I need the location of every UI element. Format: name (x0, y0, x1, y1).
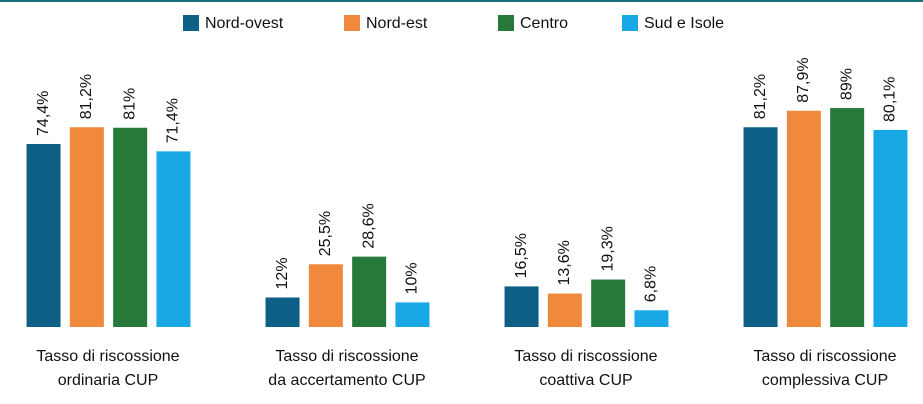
legend-swatch (622, 15, 638, 31)
value-label: 16,5% (513, 233, 530, 278)
bar (547, 293, 582, 327)
value-label: 28,6% (360, 203, 377, 248)
value-label: 80,1% (882, 77, 899, 122)
bar (265, 297, 300, 327)
value-label: 74,4% (35, 91, 52, 136)
bar (113, 127, 148, 328)
value-label: 6,8% (643, 266, 660, 302)
x-tick-label: Tasso di riscossione complessiva CUP (753, 348, 896, 389)
x-tick-label-line: complessiva CUP (762, 372, 888, 389)
value-label: 10% (404, 262, 421, 294)
bar (830, 108, 865, 327)
value-label: 19,3% (599, 226, 616, 271)
legend-label: Centro (520, 15, 568, 32)
bar (352, 256, 387, 327)
x-tick-label: Tasso di riscossione ordinaria CUP (36, 348, 179, 389)
bar (69, 127, 104, 327)
bar (591, 279, 626, 327)
bar (873, 129, 908, 327)
bar (26, 143, 61, 327)
bar (504, 286, 539, 327)
value-label: 25,5% (317, 211, 334, 256)
x-tick-label-line: Tasso di riscossione (753, 348, 896, 365)
x-tick-label-line: ordinaria CUP (58, 372, 158, 389)
x-tick-label-line: Tasso di riscossione (36, 348, 179, 365)
legend-label: Nord-ovest (205, 15, 284, 32)
value-label: 12% (274, 257, 291, 289)
value-label: 71,4% (165, 98, 182, 143)
value-label: 81,2% (78, 74, 95, 119)
bar (634, 310, 669, 327)
legend-label: Sud e Isole (644, 15, 724, 32)
legend-swatch (498, 15, 514, 31)
value-label: 13,6% (556, 240, 573, 285)
x-tick-label: Tasso di riscossione da accertamento CUP (268, 348, 425, 389)
value-label: 81,2% (752, 74, 769, 119)
legend-label: Nord-est (366, 15, 428, 32)
bar (156, 151, 191, 327)
x-tick-label: Tasso di riscossione coattiva CUP (514, 348, 657, 389)
value-label: 89% (838, 68, 855, 100)
legend-swatch (183, 15, 199, 31)
legend-swatch (344, 15, 360, 31)
x-tick-label-line: Tasso di riscossione (514, 348, 657, 365)
bar (308, 264, 343, 327)
top-rule (0, 0, 923, 2)
value-label: 87,9% (795, 57, 812, 102)
value-label: 81% (121, 88, 138, 120)
bar (395, 302, 430, 327)
x-tick-label-line: da accertamento CUP (268, 372, 425, 389)
bar (743, 127, 778, 327)
bar (786, 110, 821, 328)
x-tick-label-line: Tasso di riscossione (275, 348, 418, 365)
x-tick-label-line: coattiva CUP (539, 372, 632, 389)
